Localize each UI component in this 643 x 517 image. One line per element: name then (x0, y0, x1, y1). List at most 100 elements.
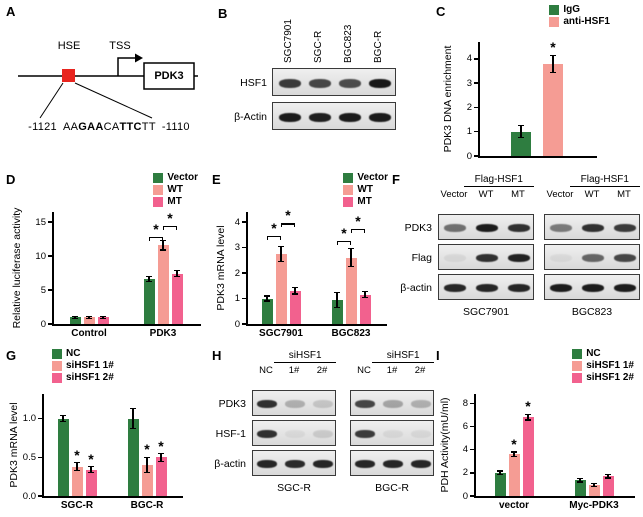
error-cap (74, 462, 80, 464)
legend-label: MT (357, 196, 372, 207)
panel-e-label: E (212, 172, 221, 187)
error-cap (130, 408, 136, 410)
zoom-line-right (74, 82, 153, 119)
sig-bracket (267, 236, 281, 238)
blot-box (438, 274, 534, 300)
error-cap (264, 300, 270, 302)
y-tick-label: 4 (466, 53, 472, 65)
significance-star: * (341, 225, 347, 242)
y-axis (42, 394, 44, 496)
blot-box (350, 420, 434, 446)
x-axis (52, 324, 201, 326)
legend-item: siHSF1 2# (572, 372, 634, 383)
panel-c: C 0 1 2 3 4 PDK3 DNA enrichment * IgG anti-HSF1 (436, 4, 638, 166)
bar-nc (57, 418, 69, 496)
error-bar (148, 276, 150, 282)
blot-box (252, 420, 336, 446)
y-tick (470, 425, 474, 428)
group-bottom-label: BGC823 (571, 306, 613, 318)
bar-anti-hsf1 (543, 63, 563, 156)
legend-item: WT (153, 184, 198, 195)
error-bar (527, 414, 529, 421)
panel-e: E 0 1 2 3 4 PDK3 mRNA level SGC7901 BGC823 * * * * V… (212, 172, 390, 342)
legend-swatch (343, 172, 354, 183)
lane-label: WT (584, 189, 600, 200)
error-cap (511, 451, 517, 453)
error-cap (74, 469, 80, 472)
y-tick (474, 58, 478, 60)
legend-swatch (153, 172, 164, 183)
sig-bracket-end (281, 223, 283, 228)
y-tick-label: 4 (462, 444, 468, 456)
sig-bracket (281, 223, 295, 225)
band (383, 460, 403, 468)
error-cap (144, 472, 150, 474)
y-tick (48, 255, 52, 257)
sig-bracket-end (337, 241, 339, 246)
band (508, 284, 530, 292)
legend-item: NC (52, 348, 114, 359)
band (257, 400, 277, 408)
error-bar (280, 246, 282, 262)
promoter-schematic (18, 53, 198, 119)
legend: Vector WT MT (153, 172, 198, 207)
x-axis (478, 156, 597, 158)
y-axis (52, 212, 54, 324)
bar-nc (494, 472, 506, 496)
blot-box (438, 214, 534, 240)
y-tick (470, 448, 474, 451)
seq-part: CA (103, 121, 120, 133)
y-tick-label: 0 (234, 318, 240, 330)
error-bar (88, 316, 90, 319)
lane-label: 2# (414, 365, 426, 376)
pdk3-gene-box (143, 62, 195, 90)
legend-item: IgG (549, 4, 610, 15)
band (476, 284, 498, 292)
x-category-label: Control (71, 328, 107, 339)
group-bottom-label: SGC-R (277, 482, 311, 494)
legend-item: siHSF1 2# (52, 372, 114, 383)
seq-pos-left: -1121 (28, 121, 57, 133)
seq-pos-right: -1110 (161, 121, 190, 133)
band (550, 224, 572, 232)
seq-hse-core: GAA (78, 121, 104, 133)
y-tick-label: 0 (462, 490, 468, 502)
panel-b-label: B (218, 6, 228, 21)
band (355, 400, 375, 408)
y-tick (470, 402, 474, 405)
bar-wt (157, 245, 169, 324)
band (550, 284, 572, 292)
band (614, 254, 636, 262)
blot-box (252, 450, 336, 476)
error-bar (90, 466, 92, 473)
error-cap (86, 315, 92, 317)
error-bar (102, 316, 104, 319)
error-bar (294, 287, 296, 294)
tss-arrow (117, 57, 135, 76)
sig-bracket-end (163, 226, 165, 231)
chart-pdh-activity: 0 2 4 6 8 PDH Activity(mU/ml) * * vector Myc-PDK3… (436, 348, 640, 514)
blot-box (350, 450, 434, 476)
legend-label: siHSF1 2# (66, 372, 114, 383)
error-cap (160, 249, 166, 251)
band (383, 430, 403, 438)
bar-wt (275, 254, 287, 324)
y-tick-label: 3 (234, 242, 240, 254)
y-tick-label: 0 (466, 150, 472, 162)
blot-box (544, 244, 640, 270)
y-axis-title: PDK3 mRNA level (214, 225, 227, 311)
error-bar (499, 471, 501, 475)
group-header: siHSF1 (274, 350, 336, 363)
error-bar (350, 248, 352, 267)
blot-row-label: β-actin (400, 282, 432, 294)
error-cap (577, 481, 583, 483)
lane-label: MT (511, 189, 525, 200)
error-cap (100, 315, 106, 317)
error-cap (525, 419, 531, 421)
legend-swatch (572, 360, 583, 371)
error-cap (577, 478, 583, 480)
legend-label: MT (167, 196, 182, 207)
bar-wt (83, 317, 95, 324)
significance-star: * (74, 446, 80, 463)
band (279, 113, 301, 122)
